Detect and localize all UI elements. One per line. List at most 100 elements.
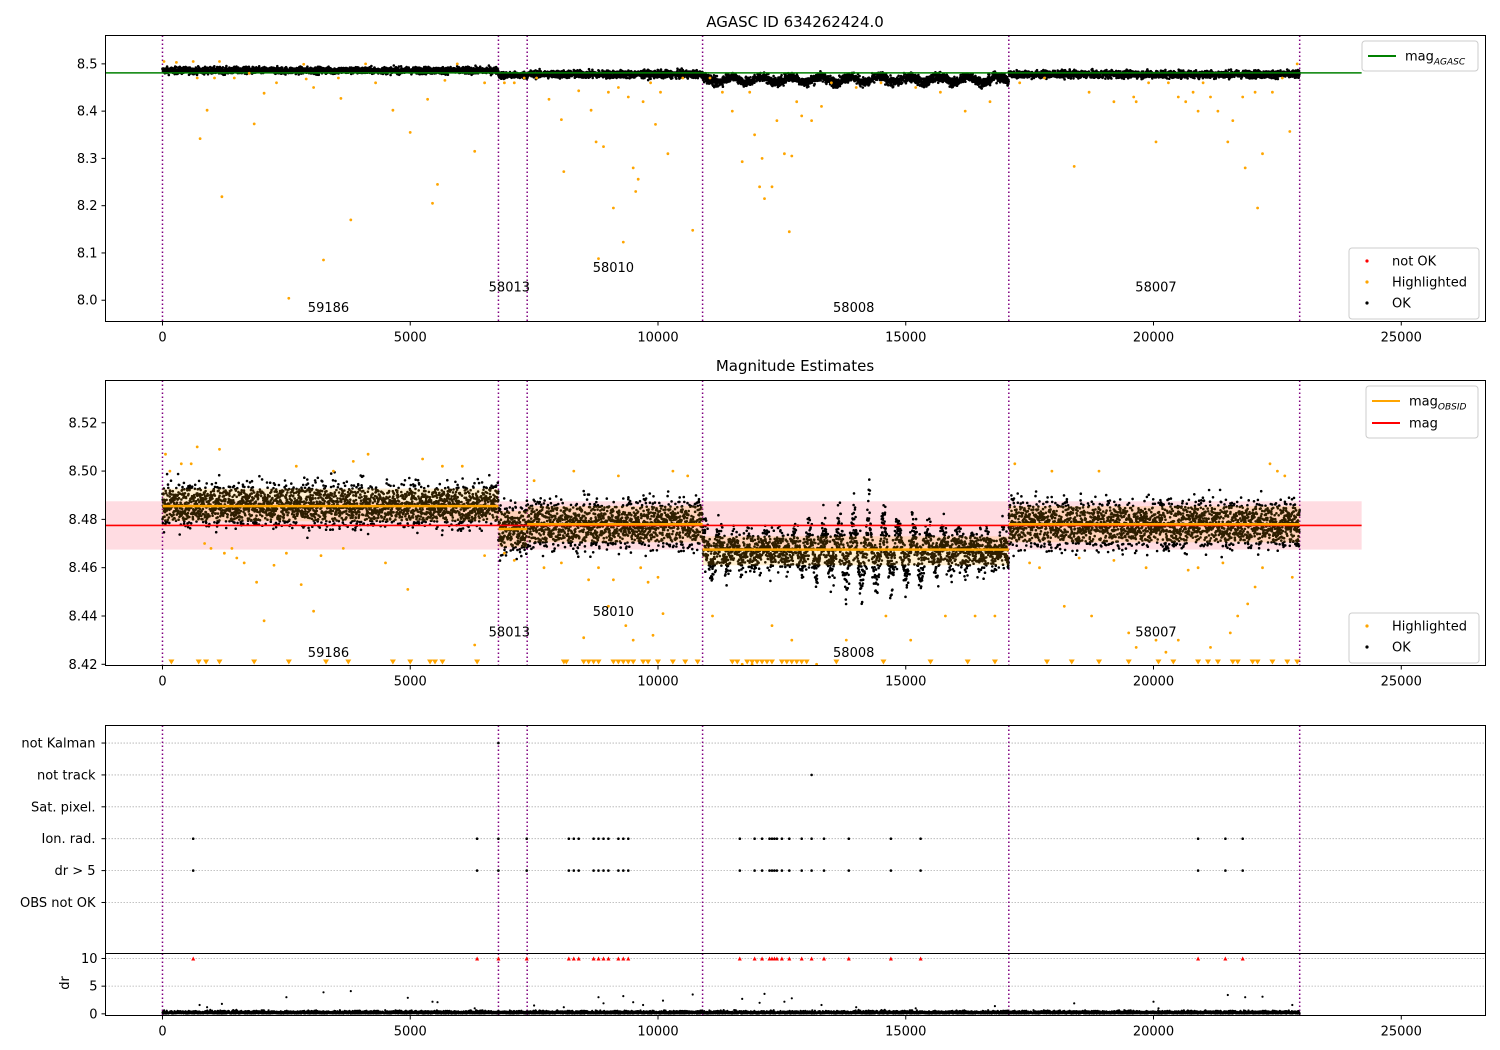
- x-tick-label: 10000: [637, 675, 678, 690]
- legend-box: [1348, 247, 1480, 320]
- panel2-frame: [105, 380, 1486, 666]
- legend-marker: [1365, 301, 1369, 305]
- dr-axis-label: dr: [58, 976, 73, 990]
- offscale-marker: [216, 659, 223, 665]
- obsid-label: 59186: [308, 646, 349, 661]
- offscale-marker: [645, 659, 652, 665]
- offscale-marker: [168, 659, 175, 665]
- dr-clipped-marker: [621, 956, 626, 961]
- dr-clipped-marker: [601, 956, 606, 961]
- offscale-marker: [389, 659, 396, 665]
- dr-clipped-marker: [799, 956, 804, 961]
- offscale-marker: [793, 659, 800, 665]
- offscale-marker: [1284, 659, 1291, 665]
- dr-clipped-marker: [571, 956, 576, 961]
- legend-marker: [1365, 645, 1369, 649]
- dr-clipped-marker: [591, 956, 596, 961]
- y-tick-label: 8.42: [69, 658, 98, 673]
- offscale-marker: [764, 659, 771, 665]
- dr-clipped-marker: [888, 956, 893, 961]
- offscale-marker: [749, 659, 756, 665]
- flag-category-label: Ion. rad.: [42, 832, 96, 847]
- dr-clipped-marker: [191, 956, 196, 961]
- panel2-title: Magnitude Estimates: [716, 357, 874, 375]
- flag-category-label: Sat. pixel.: [31, 800, 95, 815]
- offscale-marker: [432, 659, 439, 665]
- legend-box: [1361, 40, 1479, 72]
- y-tick-label: 8.1: [77, 246, 98, 261]
- offscale-marker: [1096, 659, 1103, 665]
- obsid-label: 58008: [833, 646, 874, 661]
- obsid-label: 58007: [1135, 626, 1176, 641]
- obsid-label: 58013: [489, 626, 530, 641]
- x-tick-label: 0: [158, 675, 166, 690]
- legend-box: [1348, 612, 1480, 664]
- dr-clipped-marker: [1223, 956, 1228, 961]
- x-tick-label: 5000: [394, 1025, 427, 1040]
- legend-marker: [1365, 280, 1369, 284]
- dr-clipped-marker: [752, 956, 757, 961]
- offscale-marker: [964, 659, 971, 665]
- flag-category-label: OBS not OK: [20, 896, 96, 911]
- panel-magnitude-estimates: Magnitude Estimates 59186 58013 58010 58008…: [69, 357, 1486, 690]
- offscale-marker: [1229, 659, 1236, 665]
- ok-points: [161, 470, 1301, 606]
- y-tick-label: 8.2: [77, 199, 98, 214]
- offscale-marker: [439, 659, 446, 665]
- x-tick-label: 25000: [1381, 331, 1422, 346]
- dr-clipped-marker: [606, 956, 611, 961]
- offscale-marker: [195, 659, 202, 665]
- dr-clipped-marker: [809, 956, 814, 961]
- panel3-plot-area: [105, 725, 1486, 954]
- dr-clipped-marker: [760, 956, 765, 961]
- offscale-marker: [880, 659, 887, 665]
- x-tick-label: 15000: [885, 675, 926, 690]
- x-tick-label: 10000: [637, 331, 678, 346]
- offscale-marker: [788, 659, 795, 665]
- dr-clipped-marker: [576, 956, 581, 961]
- panel4-plot-area: [105, 953, 1486, 1016]
- offscale-marker: [1125, 659, 1132, 665]
- x-tick-label: 20000: [1133, 1025, 1174, 1040]
- offscale-marker: [563, 659, 570, 665]
- panel-agasc-magnitude: AGASC ID 634262424.0 59186 58013 58010 5800…: [77, 13, 1486, 346]
- offscale-marker: [1234, 659, 1241, 665]
- panel-flags: not Kalman not track Sat. pixel. Ion. rad. d…: [20, 725, 1486, 954]
- x-tick-label: 15000: [885, 331, 926, 346]
- offscale-marker: [927, 659, 934, 665]
- flag-points: [810, 773, 813, 777]
- y-tick-label: 8.3: [77, 152, 98, 167]
- panel-dr: 0 5 10 0 5000 10000 15000 20000 25000 dr: [58, 952, 1486, 1040]
- offscale-marker: [833, 659, 840, 665]
- dr-points: [161, 1008, 1301, 1015]
- x-tick-label: 15000: [885, 1025, 926, 1040]
- offscale-marker: [590, 659, 597, 665]
- y-tick-label: 8.46: [69, 561, 98, 576]
- offscale-marker: [754, 659, 761, 665]
- dr-clipped-marker: [496, 956, 501, 961]
- obsid-label: 58010: [593, 605, 634, 620]
- obsid-label: 59186: [308, 301, 349, 316]
- offscale-marker: [203, 659, 210, 665]
- offscale-marker: [585, 659, 592, 665]
- offscale-marker: [640, 659, 647, 665]
- dr-tick-label: 10: [81, 952, 98, 967]
- p2-legend-label: Highlighted: [1392, 620, 1467, 635]
- p1-legend-label: not OK: [1392, 255, 1437, 270]
- offscale-marker: [620, 659, 627, 665]
- offscale-marker: [1170, 659, 1177, 665]
- flag-category-label: not Kalman: [21, 737, 95, 752]
- x-tick-label: 0: [158, 331, 166, 346]
- x-tick-label: 20000: [1133, 675, 1174, 690]
- offscale-marker: [768, 659, 775, 665]
- dr-clipped-marker: [821, 956, 826, 961]
- flag-category-label: dr > 5: [54, 864, 95, 879]
- offscale-marker: [630, 659, 637, 665]
- y-tick-label: 8.0: [77, 294, 98, 309]
- offscale-marker: [580, 659, 587, 665]
- x-tick-label: 5000: [394, 675, 427, 690]
- offscale-marker: [694, 659, 701, 665]
- offscale-marker: [1043, 659, 1050, 665]
- dr-clipped-marker: [475, 956, 480, 961]
- legend-line-label: mag: [1409, 417, 1438, 432]
